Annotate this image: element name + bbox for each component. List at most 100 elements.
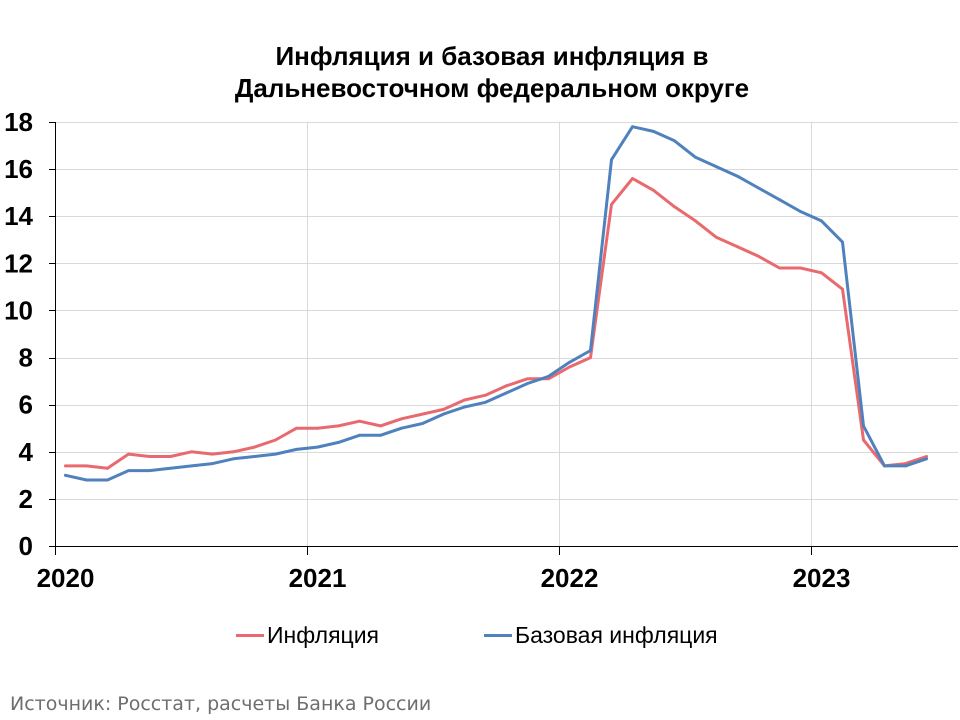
legend-item-inflation: Инфляция: [236, 620, 379, 650]
core-inflation-point: [106, 478, 109, 482]
core-inflation-point: [148, 469, 151, 472]
y-tick-label: 18: [4, 107, 33, 137]
core-inflation-point: [316, 445, 319, 449]
inflation-point: [190, 450, 193, 454]
y-tick-label: 10: [4, 295, 33, 325]
inflation-point: [484, 393, 487, 397]
core-inflation-point: [526, 382, 529, 385]
core-inflation-point: [652, 130, 655, 133]
core-inflation-point: [589, 349, 592, 352]
core-inflation-point: [232, 457, 235, 461]
inflation-point: [106, 466, 109, 470]
core-inflation-point: [169, 466, 172, 470]
inflation-point: [442, 408, 445, 411]
inflation-point: [568, 365, 571, 369]
inflation-point: [421, 412, 424, 416]
inflation-point: [631, 177, 634, 180]
inflation-point: [253, 445, 256, 449]
inflation-point: [85, 464, 88, 468]
core-inflation-point: [673, 139, 676, 143]
core-inflation-series: [64, 125, 928, 482]
core-inflation-point: [274, 452, 277, 456]
y-tick-label: 16: [4, 154, 33, 184]
core-inflation-point: [799, 210, 802, 213]
inflation-point: [589, 356, 592, 359]
axes: [49, 122, 958, 555]
inflation-point: [295, 426, 298, 430]
core-inflation-point: [190, 464, 193, 468]
inflation-series: [64, 177, 928, 470]
inflation-point: [127, 452, 130, 456]
legend-item-core-inflation: Базовая инфляция: [484, 620, 718, 650]
x-tick-label: 2020: [37, 563, 95, 593]
core-inflation-line: [64, 125, 928, 482]
inflation-point: [862, 438, 865, 442]
core-inflation-point: [715, 165, 718, 169]
inflation-point: [232, 450, 235, 454]
core-inflation-point: [610, 158, 613, 162]
y-tick-label: 14: [4, 201, 33, 231]
y-tick-label: 0: [19, 531, 33, 561]
core-inflation-point: [442, 412, 445, 416]
inflation-point: [337, 424, 340, 428]
gridlines: [55, 122, 958, 546]
core-inflation-point: [904, 464, 907, 468]
inflation-legend-swatch: [236, 633, 264, 637]
core-inflation-point: [568, 360, 571, 364]
core-inflation-point: [253, 455, 256, 458]
inflation-point: [148, 455, 151, 458]
core-inflation-point: [211, 462, 214, 465]
core-inflation-point: [778, 198, 781, 202]
tick-labels: 0 2 4 6 8 10 12 14 16 18 2020 2021 2022 2023: [4, 107, 850, 593]
inflation-point: [694, 219, 697, 223]
core-inflation-point: [127, 469, 130, 472]
legend-label-inflation: Инфляция: [267, 621, 380, 648]
core-inflation-point: [757, 186, 760, 190]
y-tick-label: 2: [19, 484, 33, 514]
series-layer: [64, 125, 928, 482]
x-tick-label: 2023: [793, 563, 851, 593]
core-inflation-point: [85, 478, 88, 482]
y-tick-label: 8: [19, 343, 33, 373]
inflation-point: [211, 452, 214, 456]
core-inflation-point: [694, 155, 697, 159]
core-inflation-point: [925, 457, 928, 461]
inflation-point: [652, 188, 655, 192]
inflation-point: [610, 203, 613, 206]
source-note: Источник: Росстат, расчеты Банка России: [10, 693, 432, 715]
inflation-line: [64, 177, 928, 470]
core-inflation-point: [337, 441, 340, 444]
core-inflation-point: [820, 219, 823, 223]
inflation-point: [841, 287, 844, 291]
y-tick-label: 12: [4, 248, 33, 278]
inflation-point: [64, 464, 67, 468]
core-inflation-point: [295, 448, 298, 451]
inflation-point: [925, 455, 928, 458]
core-inflation-legend-swatch: [484, 633, 512, 637]
inflation-point: [169, 455, 172, 458]
core-inflation-point: [841, 240, 844, 244]
inflation-point: [526, 377, 529, 381]
core-inflation-point: [400, 426, 403, 430]
inflation-point: [505, 384, 508, 388]
core-inflation-point: [883, 464, 886, 468]
inflation-point: [799, 266, 802, 270]
core-inflation-point: [631, 125, 634, 129]
inflation-point: [358, 419, 361, 423]
inflation-point: [400, 417, 403, 421]
inflation-point: [463, 398, 466, 402]
y-tick-label: 6: [19, 390, 33, 420]
core-inflation-point: [421, 422, 424, 425]
core-inflation-point: [736, 174, 739, 178]
inflation-point: [379, 424, 382, 428]
x-tick-label: 2021: [289, 563, 347, 593]
legend-label-core-inflation: Базовая инфляция: [515, 621, 718, 648]
inflation-point: [820, 271, 823, 275]
x-tick-label: 2022: [541, 563, 599, 593]
core-inflation-point: [547, 375, 550, 378]
core-inflation-point: [358, 433, 361, 437]
inflation-point: [715, 236, 718, 239]
inflation-point: [736, 245, 739, 249]
y-tick-label: 4: [19, 437, 34, 467]
